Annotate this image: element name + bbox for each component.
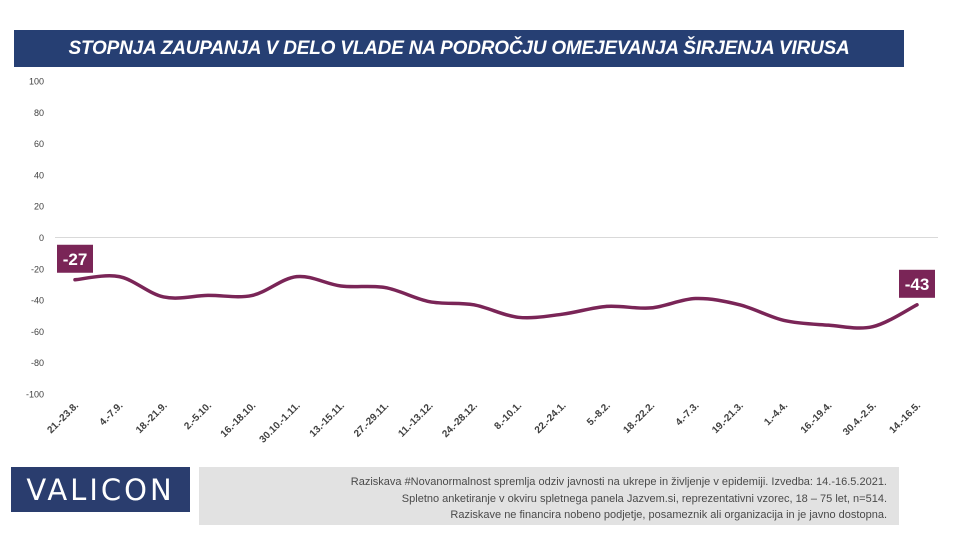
logo-text: VALICON <box>26 472 175 507</box>
x-tick-label: 14.-16.5. <box>887 400 923 436</box>
y-tick-label: 60 <box>34 139 44 149</box>
data-point <box>162 295 166 299</box>
x-tick-label: 16.-19.4. <box>799 400 835 436</box>
x-tick-label: 24.-28.12. <box>440 400 480 440</box>
y-tick-label: -60 <box>31 327 44 337</box>
y-axis: 100 80 60 40 20 0 -20 -40 -60 -80 -100 <box>26 77 938 400</box>
x-tick-label: 11.-13.12. <box>396 400 435 439</box>
data-label-box <box>57 244 93 273</box>
data-point <box>73 278 77 282</box>
y-tick-label: 100 <box>29 77 44 87</box>
y-tick-label: -40 <box>31 296 44 306</box>
y-tick-label: 20 <box>34 202 44 212</box>
data-label-text: -27 <box>63 250 88 269</box>
x-tick-label: 22.-24.1. <box>533 400 569 436</box>
chart-title: STOPNJA ZAUPANJA V DELO VLADE NA PODROČJ… <box>68 37 850 59</box>
x-tick-label: 18.-22.2. <box>622 400 658 436</box>
y-tick-label: -80 <box>31 358 44 368</box>
x-tick-label: 19.-21.3. <box>710 400 746 436</box>
x-tick-label: 5.-8.2. <box>585 400 613 428</box>
footnote-line: Spletno anketiranje v okviru spletnega p… <box>401 492 887 505</box>
data-point <box>339 284 343 288</box>
data-point <box>295 275 299 279</box>
data-point <box>428 300 432 304</box>
data-point <box>915 303 919 307</box>
data-point <box>117 275 121 279</box>
x-tick-label: 30.10.-1.11. <box>258 400 303 445</box>
data-point <box>782 318 786 322</box>
footnote-line: Raziskava #Novanormalnost spremlja odziv… <box>350 476 887 488</box>
data-point <box>693 297 697 301</box>
x-tick-label: 30.4.-2.5. <box>841 400 879 438</box>
data-point <box>738 303 742 307</box>
x-tick-label: 4.-7.3. <box>674 400 702 428</box>
series-layer <box>73 274 919 330</box>
data-point <box>649 306 653 310</box>
y-tick-label: 0 <box>39 233 44 243</box>
data-label-box <box>899 269 935 298</box>
footnote-box: Raziskava #Novanormalnost spremlja odziv… <box>199 467 899 525</box>
x-tick-label: 16.-18.10. <box>219 400 259 440</box>
x-tick-label: 13.-15.11. <box>308 400 347 439</box>
valicon-logo: VALICON <box>11 467 190 512</box>
x-tick-label: 1.-4.4. <box>762 400 790 428</box>
x-tick-label: 2.-5.10. <box>182 400 214 432</box>
chart-title-banner: STOPNJA ZAUPANJA V DELO VLADE NA PODROČJ… <box>14 30 904 67</box>
x-tick-label: 27.-29.11. <box>352 400 391 439</box>
data-label: -27 <box>57 244 93 273</box>
data-point <box>206 293 210 297</box>
y-tick-label: -20 <box>31 264 44 274</box>
data-labels: -27 -43 <box>57 244 935 298</box>
y-tick-label: 80 <box>34 108 44 118</box>
series-line <box>73 274 919 330</box>
data-point <box>871 325 875 329</box>
data-point <box>250 293 254 297</box>
data-point <box>472 303 476 307</box>
x-tick-label: 21.-23.8. <box>45 400 81 436</box>
data-point <box>383 286 387 290</box>
footnote-line: Raziskave ne financira nobeno podjetje, … <box>450 509 887 521</box>
data-point <box>826 323 830 327</box>
data-point <box>560 312 564 316</box>
x-tick-label: 8.-10.1. <box>493 400 525 432</box>
x-tick-label: 18.-21.9. <box>134 400 170 436</box>
y-tick-label: -100 <box>26 390 44 400</box>
x-axis: 21.-23.8. 4.-7.9. 18.-21.9. 2.-5.10. 16.-18.… <box>45 400 923 445</box>
data-label: -43 <box>899 269 935 298</box>
x-tick-label: 4.-7.9. <box>98 400 126 428</box>
data-point <box>516 315 520 319</box>
data-label-text: -43 <box>905 275 930 294</box>
data-point <box>605 304 609 308</box>
y-tick-label: 40 <box>34 170 44 180</box>
